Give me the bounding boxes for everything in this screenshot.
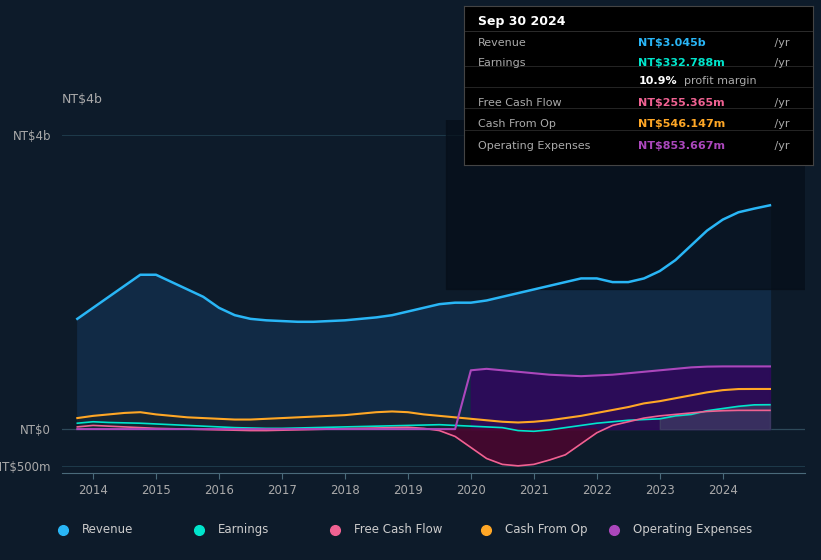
Text: /yr: /yr	[771, 141, 790, 151]
Text: 10.9%: 10.9%	[639, 76, 677, 86]
Text: Revenue: Revenue	[82, 523, 133, 536]
Text: Earnings: Earnings	[218, 523, 269, 536]
Text: Free Cash Flow: Free Cash Flow	[478, 98, 562, 108]
Text: Revenue: Revenue	[478, 38, 526, 48]
Text: NT$4b: NT$4b	[62, 94, 103, 106]
Text: /yr: /yr	[771, 98, 790, 108]
Text: profit margin: profit margin	[684, 76, 756, 86]
Text: Cash From Op: Cash From Op	[478, 119, 556, 129]
Text: Operating Expenses: Operating Expenses	[633, 523, 753, 536]
Text: Sep 30 2024: Sep 30 2024	[478, 15, 566, 28]
Text: Operating Expenses: Operating Expenses	[478, 141, 590, 151]
Text: NT$3.045b: NT$3.045b	[639, 38, 706, 48]
Text: NT$853.667m: NT$853.667m	[639, 141, 725, 151]
Text: /yr: /yr	[771, 58, 790, 68]
Bar	[446, 113, 811, 290]
Text: NT$255.365m: NT$255.365m	[639, 98, 725, 108]
Text: /yr: /yr	[771, 38, 790, 48]
Text: Earnings: Earnings	[478, 58, 526, 68]
Text: Cash From Op: Cash From Op	[505, 523, 587, 536]
Text: NT$546.147m: NT$546.147m	[639, 119, 726, 129]
Text: /yr: /yr	[771, 119, 790, 129]
Text: NT$332.788m: NT$332.788m	[639, 58, 725, 68]
Text: Free Cash Flow: Free Cash Flow	[354, 523, 443, 536]
